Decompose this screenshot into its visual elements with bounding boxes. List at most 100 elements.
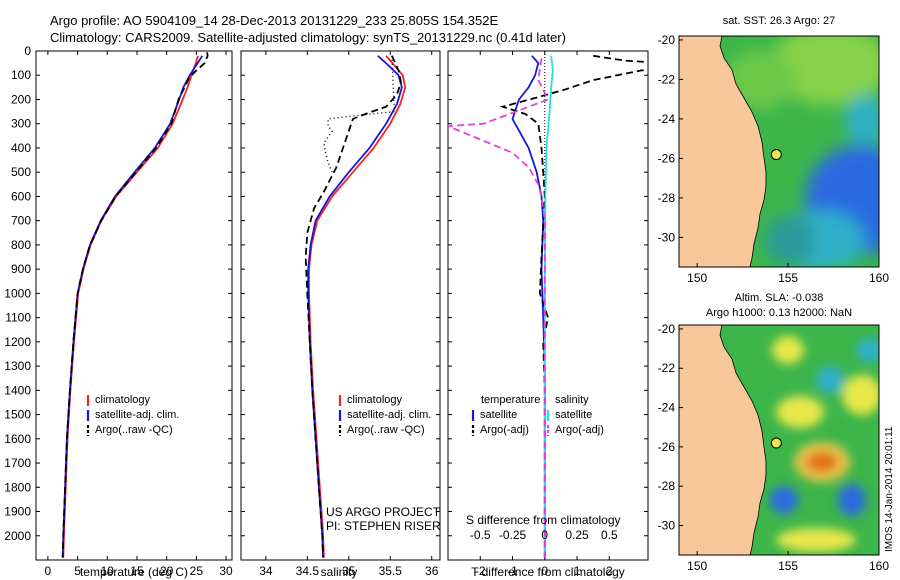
- depth-tick-label: 300: [11, 117, 31, 131]
- map-x-tick-label: 150: [687, 271, 707, 285]
- map-y-tick-label: -30: [658, 519, 676, 533]
- sst-field: [725, 36, 879, 267]
- argo-float-marker: [770, 149, 782, 161]
- sla-low-1: [816, 366, 844, 394]
- depth-tick-label: 1900: [4, 505, 31, 519]
- sla-low-3: [770, 486, 798, 514]
- depth-tick-label: 1700: [4, 456, 31, 470]
- map-y-tick-label: -20: [658, 33, 676, 47]
- depth-tick-label: 0: [24, 44, 31, 58]
- depth-tick-label: 2000: [4, 529, 31, 543]
- australia-coast-sla: [679, 325, 767, 555]
- legend-label: climatology: [347, 394, 403, 406]
- sst-cool-patch-4: [765, 215, 815, 265]
- t-difference-label: T difference from climatology: [471, 565, 625, 579]
- depth-tick-label: 800: [11, 238, 31, 252]
- salinity-x-label: salinity: [321, 565, 358, 579]
- figure-title-line2: Climatology: CARS2009. Satellite-adjuste…: [50, 30, 566, 45]
- depth-tick-label: 1300: [4, 359, 31, 373]
- imos-timestamp: IMOS 14-Jan-2014 20:01:11: [884, 426, 895, 552]
- depth-tick-label: 1600: [4, 432, 31, 446]
- sla-high-2: [776, 396, 824, 428]
- sla-low-2: [856, 338, 879, 362]
- sla-high-1: [772, 336, 804, 364]
- map-y-tick-label: -26: [658, 151, 676, 165]
- depth-tick-label: 1500: [4, 408, 31, 422]
- x-tick-label: -1: [507, 564, 518, 578]
- project-annotation: US ARGO PROJECT: [326, 505, 441, 519]
- difference-panel: -2 -1 0 1 2 temperature salinity satellite Argo…: [447, 50, 649, 579]
- temperature-axes-box: [35, 50, 233, 561]
- sla-high-3: [842, 375, 879, 415]
- sst-cool-patch-3: [845, 95, 879, 145]
- sla-map-title: Altim. SLA: -0.038: [735, 292, 824, 304]
- sst-map-image: [679, 36, 879, 267]
- depth-tick-label: 600: [11, 189, 31, 203]
- legend-label: Argo(..raw -QC): [95, 424, 173, 436]
- pi-annotation: PI: STEPHEN RISER: [326, 519, 441, 533]
- depth-axis: 0 100 200 300 400 500 600 700 800 900 1000 1100 1200…: [4, 44, 232, 543]
- legend-label: Argo(-adj): [555, 424, 604, 436]
- x-tick-label: 30: [219, 564, 233, 578]
- legend-temperature-title: temperature: [481, 394, 540, 406]
- s-difference-ticks: -0.5 -0.25 0 0.25 0.5: [470, 528, 618, 542]
- salinity-axes-box: [240, 50, 441, 561]
- map-x-tick-label: 155: [778, 271, 798, 285]
- sst-warm-patch: [770, 36, 879, 105]
- sst-map-frame: [678, 35, 880, 268]
- legend-label: satellite-adj. clim.: [95, 409, 179, 421]
- temperature-x-axis: 0 5 10 15 20 25 30: [45, 51, 233, 578]
- map-y-tick-label: -22: [658, 361, 676, 375]
- x-tick-label: 0: [541, 564, 548, 578]
- s-diff-tick-label: 0.25: [565, 528, 589, 542]
- depth-tick-label: 200: [11, 92, 31, 106]
- s-diff-tick-label: -0.5: [470, 528, 491, 542]
- map-y-tick-label: -24: [658, 112, 676, 126]
- x-tick-label: 34.5: [296, 564, 320, 578]
- depth-tick-label: 700: [11, 214, 31, 228]
- s-diff-tick-label: -0.25: [499, 528, 527, 542]
- x-tick-label: 2: [606, 564, 613, 578]
- difference-legend: temperature salinity satellite Argo(-adj) sa…: [471, 394, 604, 436]
- map-y-tick-label: -24: [658, 401, 676, 415]
- sst-map-ticks: 150 155 160 -20 -22 -24 -26 -28 -30: [658, 33, 890, 285]
- s-difference-label: S difference from climatology: [466, 513, 621, 527]
- map-x-tick-label: 160: [869, 271, 889, 285]
- x-tick-label: 0: [45, 564, 52, 578]
- temperature-legend: climatology satellite-adj. clim. Argo(..ra…: [86, 394, 179, 436]
- legend-label: satellite: [480, 409, 517, 421]
- sst-map-title: sat. SST: 26.3 Argo: 27: [723, 15, 836, 27]
- x-tick-label: 35.5: [379, 564, 403, 578]
- legend-label: satellite: [555, 409, 592, 421]
- sla-high-5: [776, 528, 856, 552]
- figure-title-line1: Argo profile: AO 5904109_14 28-Dec-2013 …: [50, 13, 498, 28]
- depth-tick-label: 1400: [4, 383, 31, 397]
- series-line-salinity-argo-adj-: [448, 58, 550, 558]
- salinity-panel: 34 34.5 35 35.5 36 climatology satellite-adj.…: [240, 50, 441, 579]
- s-diff-tick-label: 0.5: [601, 528, 618, 542]
- salinity-depth-ticks: [241, 50, 440, 537]
- x-tick-label: 10: [101, 564, 115, 578]
- australia-coast: [679, 36, 767, 267]
- depth-tick-label: 100: [11, 68, 31, 82]
- sla-map-subtitle: Argo h1000: 0.13 h2000: NaN: [706, 307, 852, 319]
- depth-tick-label: 1000: [4, 286, 31, 300]
- legend-label: Argo(..raw -QC): [347, 424, 425, 436]
- temperature-x-label: temperature (deg C): [80, 565, 188, 579]
- s-diff-tick-label: 0: [541, 528, 548, 542]
- sla-map-panel: Altim. SLA: -0.038 Argo h1000: 0.13 h200…: [658, 292, 890, 573]
- map-x-tick-label: 155: [778, 559, 798, 573]
- series-line-argo-raw: [323, 55, 396, 173]
- sla-map-frame: [678, 324, 880, 556]
- sst-map-panel: sat. SST: 26.3 Argo: 27 150 155 160 -20 -22 -…: [658, 15, 890, 285]
- sla-map-image: [679, 325, 879, 555]
- depth-tick-label: 1200: [4, 335, 31, 349]
- series-line-argo-raw-qc-: [304, 55, 402, 558]
- sla-peak: [806, 452, 838, 472]
- map-y-tick-label: -26: [658, 440, 676, 454]
- x-tick-label: 20: [160, 564, 174, 578]
- sla-field: [770, 336, 879, 552]
- temperature-series: [61, 52, 209, 558]
- temperature-panel: 0100200300400500600700800900100011001200…: [4, 44, 233, 579]
